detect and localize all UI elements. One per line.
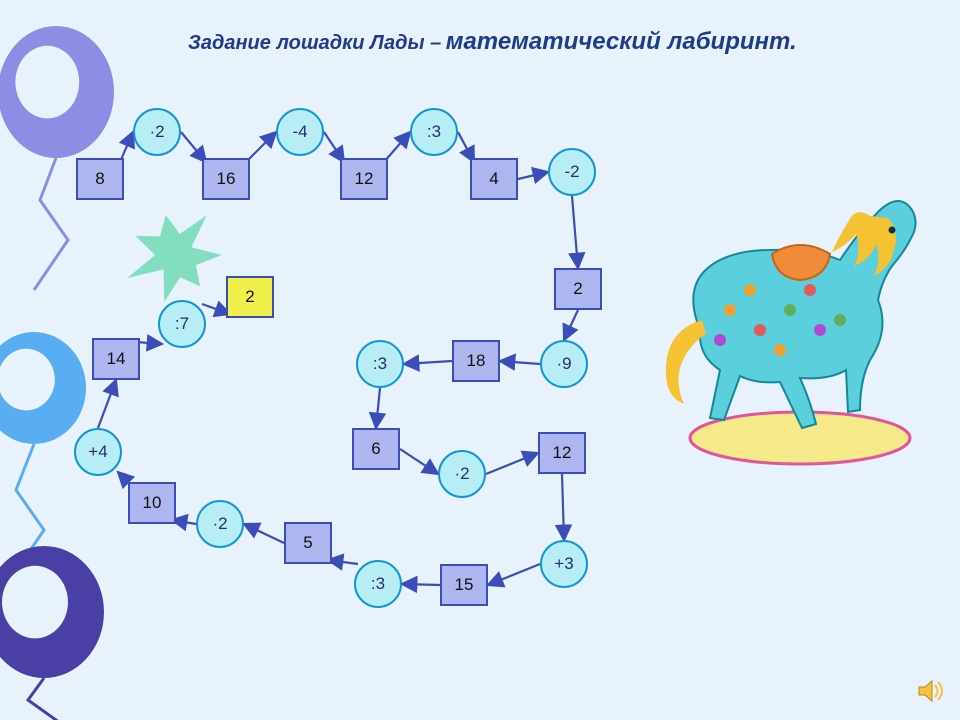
arrow-c_d3c-sq5	[328, 560, 358, 564]
value-square-sq16: 16	[202, 158, 250, 200]
arrow-c_d3b-sq6	[376, 388, 380, 428]
value-square-sq2a: 2	[554, 268, 602, 310]
value-square-sq10: 10	[128, 482, 176, 524]
value-square-sq18: 18	[452, 340, 500, 382]
arrow-c_m2-sq2a	[572, 196, 578, 268]
arrow-sq2a-c_x9	[564, 310, 578, 340]
value-square-sq12a: 12	[340, 158, 388, 200]
op-circle-c_m4: -4	[276, 108, 324, 156]
value-square-sq12b: 12	[538, 432, 586, 474]
value-square-sq8: 8	[76, 158, 124, 200]
op-circle-c_m2: -2	[548, 148, 596, 196]
op-circle-c_d3b: :3	[356, 340, 404, 388]
balloon-darkpurple	[0, 546, 104, 720]
value-square-sq14: 14	[92, 338, 140, 380]
splash-green	[127, 215, 222, 302]
value-square-sq4: 4	[470, 158, 518, 200]
value-square-sq2b: 2	[226, 276, 274, 318]
title-part1: Задание лошадки Лады –	[188, 32, 441, 54]
op-circle-c_x9: ·9	[540, 340, 588, 388]
horse-illustration	[666, 201, 916, 464]
op-circle-c_x2a: ·2	[133, 108, 181, 156]
op-circle-c_x2c: ·2	[196, 500, 244, 548]
arrow-sq5-c_x2c	[244, 524, 284, 543]
op-circle-c_p3: +3	[540, 540, 588, 588]
arrow-sq6-c_x2b	[400, 449, 438, 474]
speaker-icon[interactable]	[916, 676, 946, 706]
value-square-sq5: 5	[284, 522, 332, 564]
op-circle-c_d3a: :3	[410, 108, 458, 156]
stage: Задание лошадки Лады – математический ла…	[0, 0, 960, 720]
arrow-sq4-c_m2	[518, 172, 548, 179]
op-circle-c_d7: :7	[158, 300, 206, 348]
arrow-c_p3-sq15	[488, 564, 540, 585]
op-circle-c_p4: +4	[74, 428, 122, 476]
arrow-c_p4-sq14	[98, 380, 116, 428]
value-square-sq6: 6	[352, 428, 400, 470]
op-circle-c_d3c: :3	[354, 560, 402, 608]
balloon-blue	[0, 332, 86, 580]
arrow-sq18-c_d3b	[404, 361, 452, 364]
title-part2: математический лабиринт.	[446, 28, 797, 55]
arrow-sq16-c_m4	[246, 132, 276, 162]
op-circle-c_x2b: ·2	[438, 450, 486, 498]
arrow-sq12b-c_p3	[562, 474, 564, 540]
arrow-c_x2b-sq12b	[486, 453, 538, 474]
arrow-sq15-c_d3c	[402, 584, 440, 585]
page-title: Задание лошадки Лады – математический ла…	[188, 28, 797, 56]
value-square-sq15: 15	[440, 564, 488, 606]
arrow-c_x9-sq18	[500, 361, 540, 364]
